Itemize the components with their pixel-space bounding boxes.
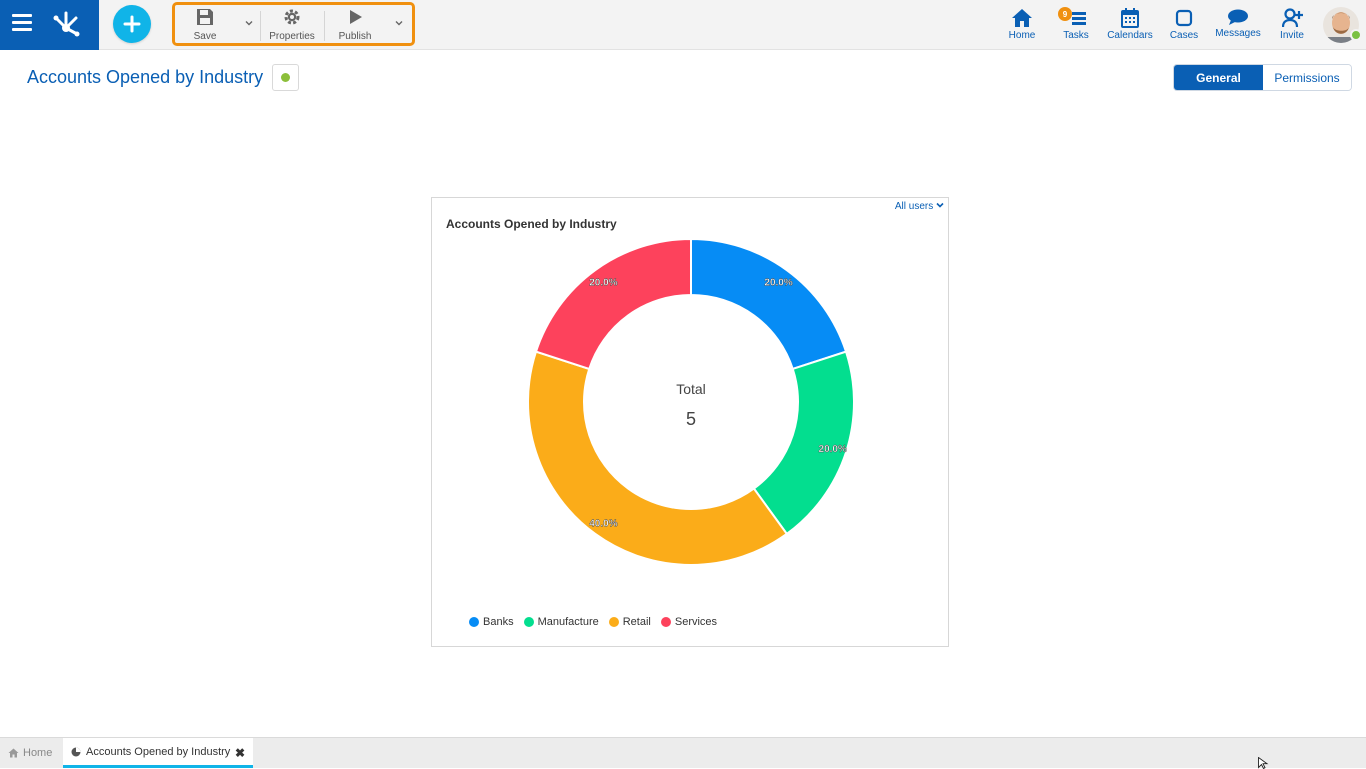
chart-title: Accounts Opened by Industry: [446, 217, 617, 231]
mouse-cursor-icon: [1258, 757, 1269, 769]
top-bar: Save Properties Publish Home Tasks 9: [0, 0, 1366, 50]
status-indicator[interactable]: [272, 64, 299, 91]
chart-card: All users Accounts Opened by Industry 20…: [431, 197, 949, 647]
bottom-tab-home-label: Home: [23, 747, 53, 759]
properties-button[interactable]: Properties: [268, 5, 316, 43]
nav-cases-label: Cases: [1169, 30, 1199, 41]
publish-label: Publish: [338, 31, 372, 42]
nav-invite[interactable]: Invite: [1274, 0, 1310, 50]
legend-item-manufacture[interactable]: Manufacture: [523, 616, 599, 628]
legend-label: Banks: [483, 616, 514, 628]
editor-toolbar: Save Properties Publish: [172, 2, 415, 46]
legend-swatch: [660, 617, 671, 627]
donut-chart: 20.0% 20.0% 40.0% 20.0% Total 5: [527, 237, 855, 566]
nav-cases[interactable]: Cases: [1166, 0, 1202, 50]
nav-messages-label: Messages: [1215, 28, 1261, 39]
donut-slice-services[interactable]: [534, 237, 692, 371]
save-icon: [197, 9, 213, 25]
tab-permissions[interactable]: Permissions: [1263, 65, 1351, 90]
nav-invite-label: Invite: [1280, 30, 1304, 41]
legend-label: Services: [674, 616, 718, 628]
page-title: Accounts Opened by Industry: [27, 67, 264, 87]
legend-item-retail[interactable]: Retail: [608, 616, 651, 628]
slice-percent-label: 40.0%: [589, 519, 617, 530]
legend-swatch: [608, 617, 619, 627]
close-tab-icon[interactable]: ✖: [234, 746, 245, 760]
home-icon: [8, 748, 19, 758]
toolbar-divider: [324, 11, 325, 41]
pie-chart-icon: [71, 747, 81, 756]
legend-swatch: [523, 617, 534, 627]
donut-center-value: 5: [686, 409, 696, 429]
nav-calendars[interactable]: Calendars: [1106, 0, 1154, 50]
save-button[interactable]: Save: [185, 5, 225, 43]
slice-percent-label: 20.0%: [764, 277, 792, 288]
brand-logo-icon[interactable]: [50, 8, 82, 40]
bottom-tab-bar: Home Accounts Opened by Industry ✖: [0, 737, 1366, 768]
properties-label: Properties: [269, 31, 315, 42]
legend-swatch: [469, 617, 479, 627]
slice-percent-label: 20.0%: [589, 277, 617, 288]
home-icon: [1012, 9, 1032, 27]
messages-icon: [1228, 9, 1248, 25]
status-dot-icon: [281, 73, 290, 82]
menu-icon[interactable]: [12, 14, 32, 34]
bottom-tab-active-label: Accounts Opened by Industry: [86, 745, 231, 758]
legend-item-services[interactable]: Services: [660, 616, 718, 628]
nav-home-label: Home: [1008, 30, 1036, 41]
nav-home[interactable]: Home: [1000, 0, 1044, 50]
view-tabs: General Permissions: [1173, 64, 1352, 91]
publish-button[interactable]: Publish: [335, 5, 375, 43]
nav-messages[interactable]: Messages: [1214, 0, 1262, 50]
add-button[interactable]: [113, 5, 151, 43]
donut-slice-retail[interactable]: [527, 350, 789, 566]
logo-block: [0, 0, 99, 50]
legend-item-banks[interactable]: Banks: [469, 616, 514, 628]
donut-center-label: Total: [676, 381, 706, 397]
nav-tasks[interactable]: Tasks: [1056, 0, 1096, 50]
slice-percent-label: 20.0%: [819, 444, 847, 455]
users-filter-dropdown[interactable]: All users: [895, 201, 944, 212]
plus-icon: [123, 15, 141, 33]
save-label: Save: [193, 31, 217, 42]
cases-icon: [1175, 9, 1193, 27]
chevron-down-icon: [936, 202, 944, 208]
publish-options-chevron-icon[interactable]: [393, 17, 405, 29]
play-icon: [350, 10, 362, 24]
legend-label: Retail: [622, 616, 651, 628]
invite-icon: [1282, 8, 1303, 28]
donut-slice-manufacture[interactable]: [752, 350, 855, 536]
legend-label: Manufacture: [537, 616, 599, 628]
toolbar-divider: [260, 11, 261, 41]
chart-legend: Banks Manufacture Retail Services: [469, 616, 717, 628]
bottom-tab-home[interactable]: Home: [8, 738, 52, 768]
bottom-tab-active[interactable]: Accounts Opened by Industry ✖: [63, 738, 253, 768]
donut-slice-banks[interactable]: [690, 237, 848, 371]
calendar-icon: [1121, 8, 1139, 28]
tasks-count-badge: 9: [1058, 7, 1072, 21]
gear-icon: [284, 9, 300, 25]
nav-calendars-label: Calendars: [1107, 30, 1153, 41]
tasks-icon: [1072, 12, 1086, 25]
nav-tasks-label: Tasks: [1063, 30, 1089, 41]
online-status-dot: [1350, 29, 1362, 41]
save-options-chevron-icon[interactable]: [243, 17, 255, 29]
tab-general[interactable]: General: [1174, 65, 1263, 90]
users-filter-label: All users: [894, 201, 934, 212]
